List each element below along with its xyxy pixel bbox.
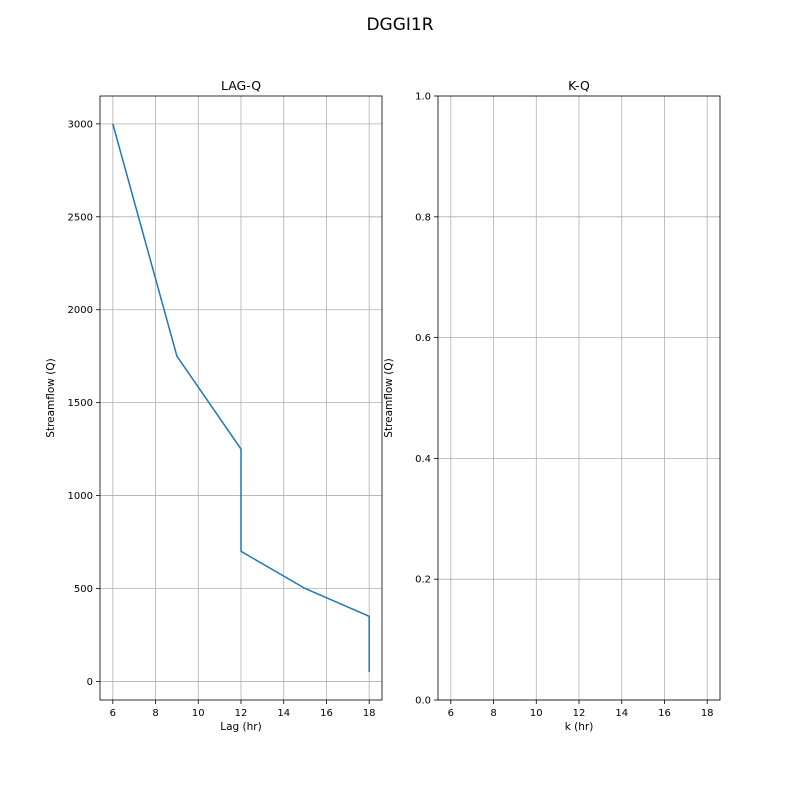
lag-q-y-axis-label: Streamflow (Q) <box>45 358 57 437</box>
lag-q-title: LAG-Q <box>221 78 261 93</box>
lag-q-x-tick-label: 12 <box>235 708 248 719</box>
k-q-x-tick-label: 12 <box>573 708 586 719</box>
k-q-y-tick-label: 0.0 <box>415 696 431 707</box>
k-q-x-tick-label: 8 <box>490 708 496 719</box>
k-q-x-tick-label: 6 <box>448 708 454 719</box>
lag-q-y-tick-label: 2500 <box>68 212 93 223</box>
k-q-y-axis-label: Streamflow (Q) <box>383 358 395 437</box>
k-q-y-tick-label: 0.8 <box>415 212 431 223</box>
k-q-title: K-Q <box>568 78 590 93</box>
k-q-x-tick-label: 16 <box>658 708 671 719</box>
lag-q-x-tick-label: 8 <box>152 708 158 719</box>
k-q-x-tick-label: 10 <box>530 708 543 719</box>
k-q-chart: 6 8 10 12 14 16 18 0.0 0.2 0.4 0.6 0.8 1.0 K-Q k (hr) S… <box>383 78 721 733</box>
lag-q-x-tick-label: 10 <box>192 708 205 719</box>
lag-q-x-tick-label: 18 <box>363 708 376 719</box>
lag-q-x-axis-label: Lag (hr) <box>220 721 261 733</box>
k-q-x-tick-label: 14 <box>615 708 628 719</box>
lag-q-y-tick-label: 3000 <box>68 119 93 130</box>
lag-q-y-tick-label: 2000 <box>68 305 93 316</box>
lag-q-y-tick-label: 500 <box>74 584 93 595</box>
lag-q-x-tick-label: 14 <box>277 708 290 719</box>
k-q-x-axis-label: k (hr) <box>565 721 594 733</box>
lag-q-x-tick-label: 6 <box>110 708 116 719</box>
lag-q-chart: 6 8 10 12 14 16 18 0 500 1000 1500 2000 2500 3000 LAG-… <box>45 78 383 733</box>
k-q-y-tick-label: 0.2 <box>415 575 431 586</box>
k-q-x-tick-label: 18 <box>701 708 714 719</box>
lag-q-y-tick-label: 0 <box>87 677 93 688</box>
k-q-y-tick-label: 0.6 <box>415 333 431 344</box>
lag-q-y-tick-label: 1500 <box>68 398 93 409</box>
k-q-y-tick-label: 0.4 <box>415 454 431 465</box>
lag-q-x-tick-label: 16 <box>320 708 333 719</box>
figure-title: DGGI1R <box>366 15 433 35</box>
k-q-y-tick-label: 1.0 <box>415 92 431 103</box>
lag-q-y-tick-label: 1000 <box>68 491 93 502</box>
